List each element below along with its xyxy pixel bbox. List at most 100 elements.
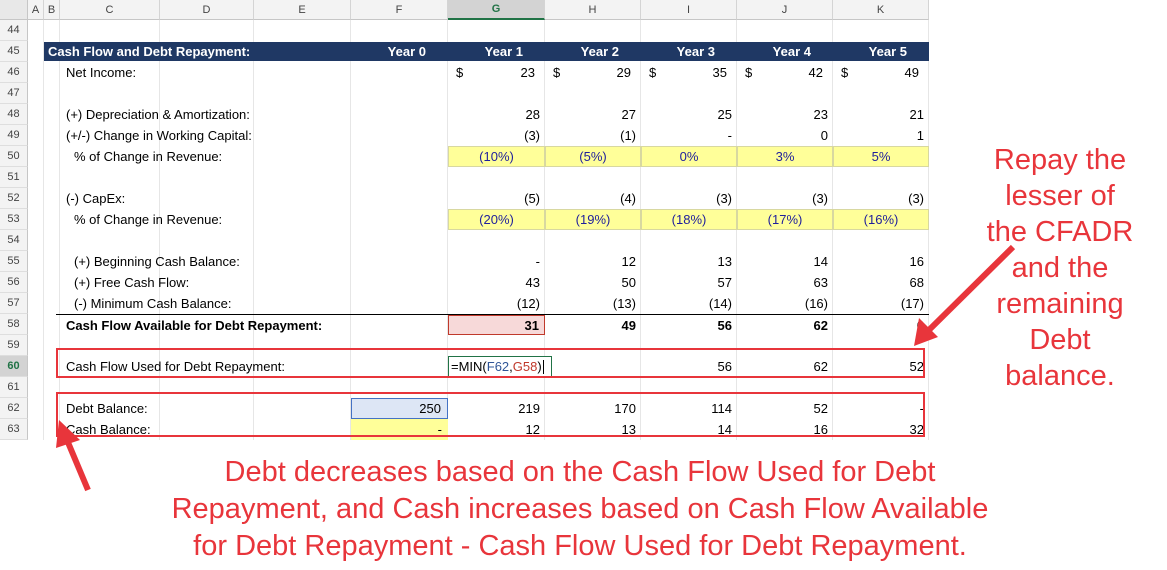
wc-pct-year-2[interactable]: (5%)	[545, 146, 641, 167]
cfadr-year-3[interactable]: 56	[717, 317, 732, 333]
dep-amort-label[interactable]: (+) Depreciation & Amortization:	[66, 107, 250, 122]
capex-year-3[interactable]: (3)	[716, 191, 732, 206]
min-cash-year-1[interactable]: (12)	[516, 296, 540, 311]
net-income-year-5[interactable]: 49	[904, 65, 919, 80]
beg-cash-year-3[interactable]: 13	[717, 254, 732, 269]
min-cash-year-2[interactable]: (13)	[612, 296, 636, 311]
row-header-59[interactable]: 59	[0, 335, 28, 356]
row-header-48[interactable]: 48	[0, 104, 28, 125]
working-cap-year-4[interactable]: 0	[820, 128, 828, 143]
dep-amort-year-4[interactable]: 23	[813, 107, 828, 122]
cf-used-year-5[interactable]: 52	[909, 359, 924, 374]
net-income-year-2[interactable]: 29	[616, 65, 631, 80]
table-title[interactable]: Cash Flow and Debt Repayment:	[48, 44, 251, 59]
capex-year-5[interactable]: (3)	[908, 191, 924, 206]
cfadr-label[interactable]: Cash Flow Available for Debt Repayment:	[66, 317, 323, 333]
debt-balance-year-3[interactable]: 114	[711, 401, 732, 416]
working-cap-year-1[interactable]: (3)	[524, 128, 540, 143]
cf-used-year-3[interactable]: 56	[717, 359, 732, 374]
cash-balance-year-2[interactable]: 13	[621, 422, 636, 437]
wc-pct-year-3[interactable]: 0%	[641, 146, 737, 167]
column-header-f[interactable]: F	[351, 0, 448, 20]
fcf-label[interactable]: (+) Free Cash Flow:	[74, 275, 190, 290]
row-header-50[interactable]: 50	[0, 146, 28, 167]
debt-balance-year-4[interactable]: 52	[813, 401, 828, 416]
column-header-i[interactable]: I	[641, 0, 737, 20]
column-header-a[interactable]: A	[28, 0, 44, 20]
wc-pct-year-1[interactable]: (10%)	[448, 146, 545, 167]
debt-balance-year-2[interactable]: 170	[614, 401, 636, 416]
working-cap-label[interactable]: (+/-) Change in Working Capital:	[66, 128, 252, 143]
min-cash-year-3[interactable]: (14)	[708, 296, 732, 311]
row-header-51[interactable]: 51	[0, 167, 28, 188]
working-cap-year-5[interactable]: 1	[916, 128, 924, 143]
row-header-55[interactable]: 55	[0, 251, 28, 272]
capex-label[interactable]: (-) CapEx:	[66, 191, 126, 206]
dep-amort-year-2[interactable]: 27	[621, 107, 636, 122]
cfadr-year-5[interactable]: 6	[916, 317, 924, 333]
column-header-h[interactable]: H	[545, 0, 641, 20]
year-1-header[interactable]: Year 1	[484, 44, 523, 59]
wc-pct-year-5[interactable]: 5%	[833, 146, 929, 167]
debt-balance-year-5[interactable]: -	[919, 401, 924, 416]
row-header-49[interactable]: 49	[0, 125, 28, 146]
row-header-63[interactable]: 63	[0, 419, 28, 440]
debt-balance-year-0[interactable]: 250	[351, 398, 448, 419]
row-header-47[interactable]: 47	[0, 83, 28, 104]
debt-balance-year-1[interactable]: 219	[518, 401, 540, 416]
fcf-year-5[interactable]: 68	[909, 275, 924, 290]
wc-pct-year-4[interactable]: 3%	[737, 146, 833, 167]
select-all-corner[interactable]	[0, 0, 28, 20]
capex-pct-year-3[interactable]: (18%)	[641, 209, 737, 230]
column-header-j[interactable]: J	[737, 0, 833, 20]
row-header-61[interactable]: 61	[0, 377, 28, 398]
min-cash-year-4[interactable]: (16)	[804, 296, 828, 311]
cash-balance-year-0[interactable]: -	[351, 419, 448, 440]
row-header-58[interactable]: 58	[0, 314, 28, 335]
column-header-g[interactable]: G	[448, 0, 545, 20]
row-header-44[interactable]: 44	[0, 20, 28, 41]
min-cash-year-5[interactable]: (17)	[900, 296, 924, 311]
capex-pct-label[interactable]: % of Change in Revenue:	[74, 212, 223, 227]
capex-pct-year-4[interactable]: (17%)	[737, 209, 833, 230]
beg-cash-label[interactable]: (+) Beginning Cash Balance:	[74, 254, 240, 269]
year-3-header[interactable]: Year 3	[676, 44, 715, 59]
net-income-label[interactable]: Net Income:	[66, 65, 137, 80]
year-2-header[interactable]: Year 2	[580, 44, 619, 59]
row-header-54[interactable]: 54	[0, 230, 28, 251]
row-header-56[interactable]: 56	[0, 272, 28, 293]
cash-balance-label[interactable]: Cash Balance:	[66, 422, 151, 437]
capex-pct-year-5[interactable]: (16%)	[833, 209, 929, 230]
dep-amort-year-3[interactable]: 25	[717, 107, 732, 122]
net-income-year-4[interactable]: 42	[808, 65, 823, 80]
year-0-header[interactable]: Year 0	[387, 44, 426, 59]
cf-used-label[interactable]: Cash Flow Used for Debt Repayment:	[66, 359, 285, 374]
beg-cash-year-2[interactable]: 12	[621, 254, 636, 269]
working-cap-year-3[interactable]: -	[727, 128, 732, 143]
column-header-c[interactable]: C	[60, 0, 160, 20]
row-header-46[interactable]: 46	[0, 62, 28, 83]
cash-balance-year-4[interactable]: 16	[813, 422, 828, 437]
row-header-45[interactable]: 45	[0, 41, 28, 62]
formula-edit-cell[interactable]: =MIN(F62, G58)	[448, 356, 552, 377]
cash-balance-year-3[interactable]: 14	[717, 422, 732, 437]
capex-pct-year-1[interactable]: (20%)	[448, 209, 545, 230]
net-income-year-3[interactable]: 35	[712, 65, 727, 80]
fcf-year-2[interactable]: 50	[621, 275, 636, 290]
beg-cash-year-1[interactable]: -	[535, 254, 540, 269]
row-header-53[interactable]: 53	[0, 209, 28, 230]
column-header-b[interactable]: B	[44, 0, 60, 20]
year-4-header[interactable]: Year 4	[772, 44, 811, 59]
dep-amort-year-1[interactable]: 28	[525, 107, 540, 122]
row-header-60[interactable]: 60	[0, 356, 28, 377]
beg-cash-year-5[interactable]: 16	[909, 254, 924, 269]
row-header-52[interactable]: 52	[0, 188, 28, 209]
wc-pct-label[interactable]: % of Change in Revenue:	[74, 149, 223, 164]
row-header-57[interactable]: 57	[0, 293, 28, 314]
capex-year-1[interactable]: (5)	[524, 191, 540, 206]
cf-used-year-4[interactable]: 62	[813, 359, 828, 374]
cfadr-year-1[interactable]: 31	[448, 315, 545, 335]
cash-balance-year-1[interactable]: 12	[525, 422, 540, 437]
capex-year-4[interactable]: (3)	[812, 191, 828, 206]
cash-balance-year-5[interactable]: 32	[909, 422, 924, 437]
